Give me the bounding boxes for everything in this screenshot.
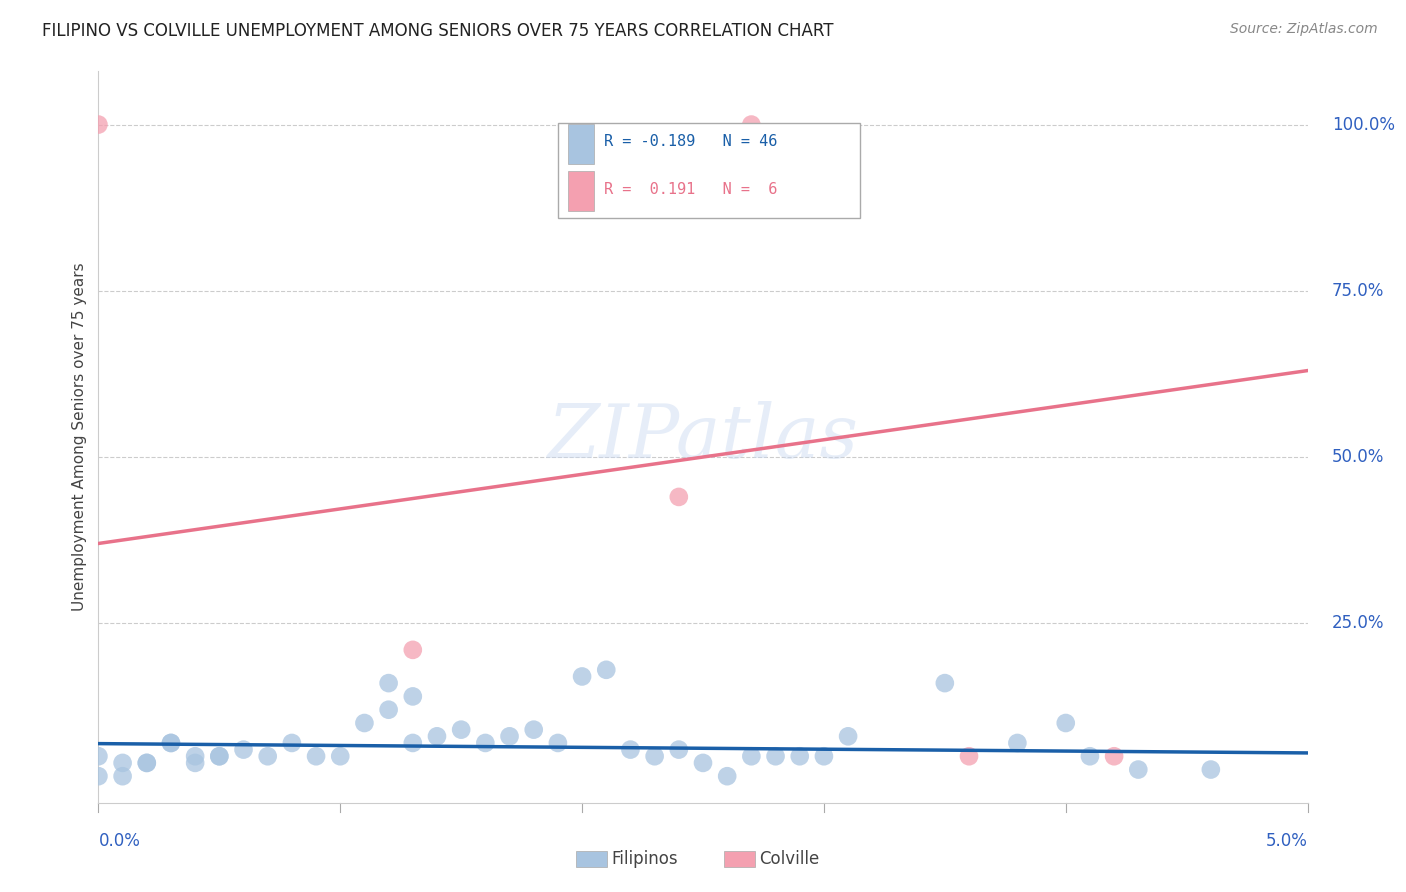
Point — [87, 769, 110, 783]
Point — [353, 716, 375, 731]
Point — [208, 749, 231, 764]
Point — [281, 736, 304, 750]
Point — [813, 749, 835, 764]
Point — [668, 490, 690, 504]
Point — [160, 736, 183, 750]
Point — [87, 118, 110, 132]
Point — [1128, 763, 1150, 777]
Point — [111, 769, 134, 783]
Point — [692, 756, 714, 770]
Point — [740, 749, 762, 764]
Point — [160, 736, 183, 750]
Point — [1007, 736, 1029, 750]
Text: 100.0%: 100.0% — [1331, 116, 1395, 134]
Text: 50.0%: 50.0% — [1331, 448, 1384, 466]
Text: R =  0.191   N =  6: R = 0.191 N = 6 — [603, 182, 778, 197]
Point — [644, 749, 666, 764]
Text: 25.0%: 25.0% — [1331, 615, 1385, 632]
Point — [87, 749, 110, 764]
Text: R = -0.189   N = 46: R = -0.189 N = 46 — [603, 135, 778, 149]
Bar — [568, 171, 595, 211]
Point — [329, 749, 352, 764]
Text: 75.0%: 75.0% — [1331, 282, 1384, 300]
Point — [547, 736, 569, 750]
Text: Filipinos: Filipinos — [612, 850, 678, 868]
Point — [595, 663, 617, 677]
Point — [377, 676, 399, 690]
Point — [184, 756, 207, 770]
Point — [765, 749, 787, 764]
Point — [111, 756, 134, 770]
Point — [450, 723, 472, 737]
Point — [837, 729, 859, 743]
Point — [135, 756, 157, 770]
Point — [957, 749, 980, 764]
Point — [716, 769, 738, 783]
Point — [523, 723, 546, 737]
Text: ZIPatlas: ZIPatlas — [547, 401, 859, 474]
Point — [305, 749, 328, 764]
Point — [208, 749, 231, 764]
Point — [135, 756, 157, 770]
Point — [402, 643, 425, 657]
Point — [1102, 749, 1125, 764]
Point — [232, 742, 254, 756]
Point — [571, 669, 593, 683]
Text: Source: ZipAtlas.com: Source: ZipAtlas.com — [1230, 22, 1378, 37]
Point — [256, 749, 278, 764]
Point — [1078, 749, 1101, 764]
FancyBboxPatch shape — [558, 122, 860, 218]
Point — [789, 749, 811, 764]
Point — [619, 742, 641, 756]
Text: 5.0%: 5.0% — [1265, 832, 1308, 850]
Point — [1054, 716, 1077, 731]
Text: 0.0%: 0.0% — [98, 832, 141, 850]
Point — [934, 676, 956, 690]
Point — [668, 742, 690, 756]
Text: Colville: Colville — [759, 850, 820, 868]
Text: FILIPINO VS COLVILLE UNEMPLOYMENT AMONG SENIORS OVER 75 YEARS CORRELATION CHART: FILIPINO VS COLVILLE UNEMPLOYMENT AMONG … — [42, 22, 834, 40]
Point — [402, 736, 425, 750]
Point — [426, 729, 449, 743]
Point — [1199, 763, 1222, 777]
Y-axis label: Unemployment Among Seniors over 75 years: Unemployment Among Seniors over 75 years — [72, 263, 87, 611]
Bar — [568, 124, 595, 164]
Point — [402, 690, 425, 704]
Point — [740, 118, 762, 132]
Point — [474, 736, 496, 750]
Point — [377, 703, 399, 717]
Point — [498, 729, 520, 743]
Point — [184, 749, 207, 764]
